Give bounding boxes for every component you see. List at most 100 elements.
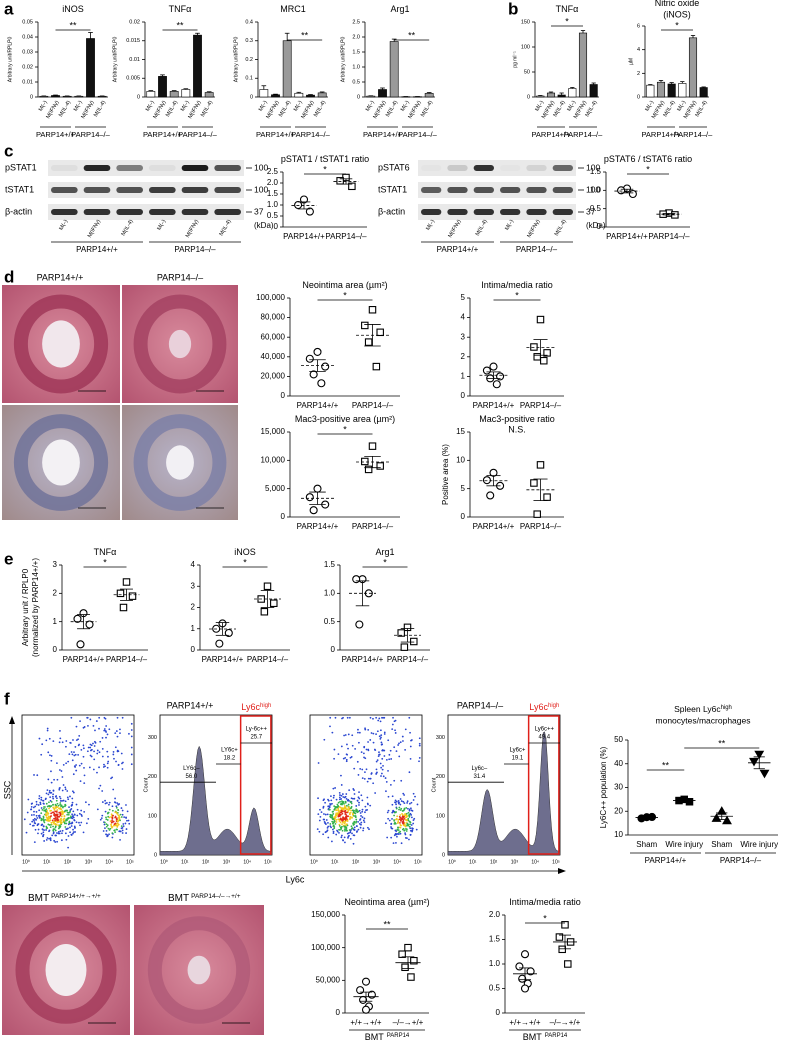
lane-label: M(IL-4)	[554, 219, 568, 237]
flow-event	[407, 817, 410, 820]
flow-event	[114, 824, 117, 827]
flow-event	[55, 834, 58, 837]
y-tick-label: 2	[191, 603, 196, 612]
flow-event	[65, 762, 68, 765]
flow-event	[105, 833, 107, 836]
flow-event	[46, 837, 49, 839]
flow-event	[392, 842, 395, 845]
flow-event	[363, 821, 366, 824]
y-tick-label: 10,000	[261, 455, 286, 464]
count-label: Count	[431, 777, 437, 792]
flow-event	[111, 820, 114, 823]
flow-event	[82, 744, 85, 747]
y-tick-label: 1	[53, 617, 58, 626]
flow-event	[338, 831, 340, 834]
flow-event	[67, 835, 70, 837]
flow-event	[391, 803, 394, 806]
lane-label: M(–)	[58, 219, 69, 232]
flow-event	[393, 746, 396, 749]
flow-event	[83, 726, 86, 728]
flow-event	[380, 772, 383, 775]
data-point	[294, 200, 303, 210]
lane-label: M(–)	[504, 219, 515, 232]
flow-event	[83, 766, 85, 769]
vessel-wall	[15, 916, 117, 1024]
flow-event	[42, 816, 45, 819]
y-tick-label: 50	[614, 735, 623, 744]
flow-event	[345, 808, 348, 811]
flow-event	[409, 833, 412, 836]
flow-event	[359, 812, 362, 814]
flow-event	[85, 822, 88, 825]
flow-event	[72, 816, 75, 819]
data-point	[76, 640, 85, 649]
flow-event	[327, 836, 330, 839]
flow-event	[75, 725, 78, 728]
group-label: PARP14–/–	[71, 130, 110, 139]
flow-event	[343, 734, 345, 737]
flow-event	[61, 789, 64, 792]
flow-event	[394, 799, 397, 802]
flow-event	[329, 716, 332, 719]
gate-name: Ly-6c++	[246, 727, 268, 733]
flow-event	[361, 808, 364, 811]
flow-event	[70, 716, 73, 719]
flow-event	[382, 775, 385, 778]
y-tick-label: 60,000	[261, 332, 286, 341]
flow-event	[370, 732, 373, 734]
flow-event	[382, 764, 384, 767]
flow-event	[364, 811, 366, 814]
flow-event	[365, 768, 368, 771]
flow-event	[127, 819, 130, 822]
bar	[424, 93, 434, 98]
flow-event	[65, 822, 68, 825]
flow-event	[111, 836, 114, 839]
flow-event	[34, 828, 37, 831]
group-label: PARP14–/–	[516, 245, 558, 254]
flow-event	[59, 830, 62, 833]
flow-event	[418, 760, 420, 763]
flow-event	[396, 815, 399, 818]
flow-event	[355, 805, 358, 807]
flow-event	[55, 820, 58, 823]
flow-event	[408, 771, 411, 774]
flow-event	[335, 833, 338, 836]
flow-event	[407, 819, 410, 822]
y-tick-label: 50,000	[316, 975, 341, 984]
flow-event	[52, 740, 55, 743]
chart-title-text: iNOS	[62, 4, 84, 14]
lane-label: M(–)	[425, 219, 436, 232]
y-tick-label: 1.5	[352, 49, 360, 55]
flow-event	[398, 742, 400, 745]
blot-band	[83, 187, 111, 193]
flow-event	[362, 829, 364, 832]
flow-event	[45, 839, 48, 841]
flow-event	[360, 751, 363, 754]
flow-event	[87, 725, 89, 727]
group-label: PARP14+/+	[645, 856, 687, 865]
flow-event	[51, 795, 54, 798]
flow-event	[116, 828, 118, 831]
flow-event	[65, 809, 68, 812]
gate-value: 19.1	[512, 756, 524, 762]
flow-event	[345, 793, 348, 795]
flow-event	[36, 817, 39, 819]
data-point	[309, 506, 318, 515]
chart-title-text: TNFα	[169, 4, 192, 14]
data-point	[355, 620, 364, 629]
y-tick-label: 1.0	[590, 185, 602, 194]
flow-event	[61, 821, 63, 824]
flow-event	[45, 808, 48, 811]
flow-event	[323, 821, 326, 823]
flow-event	[47, 751, 50, 754]
flow-event	[56, 811, 58, 813]
group-label: PARP14–/–	[174, 245, 216, 254]
flow-event	[408, 716, 411, 719]
flow-event	[120, 825, 123, 828]
flow-event	[116, 802, 119, 805]
flow-event	[89, 718, 92, 721]
gate-value: 49.4	[538, 735, 550, 741]
flow-event	[333, 819, 336, 822]
flow-event	[62, 763, 65, 766]
blot-band	[214, 165, 241, 171]
